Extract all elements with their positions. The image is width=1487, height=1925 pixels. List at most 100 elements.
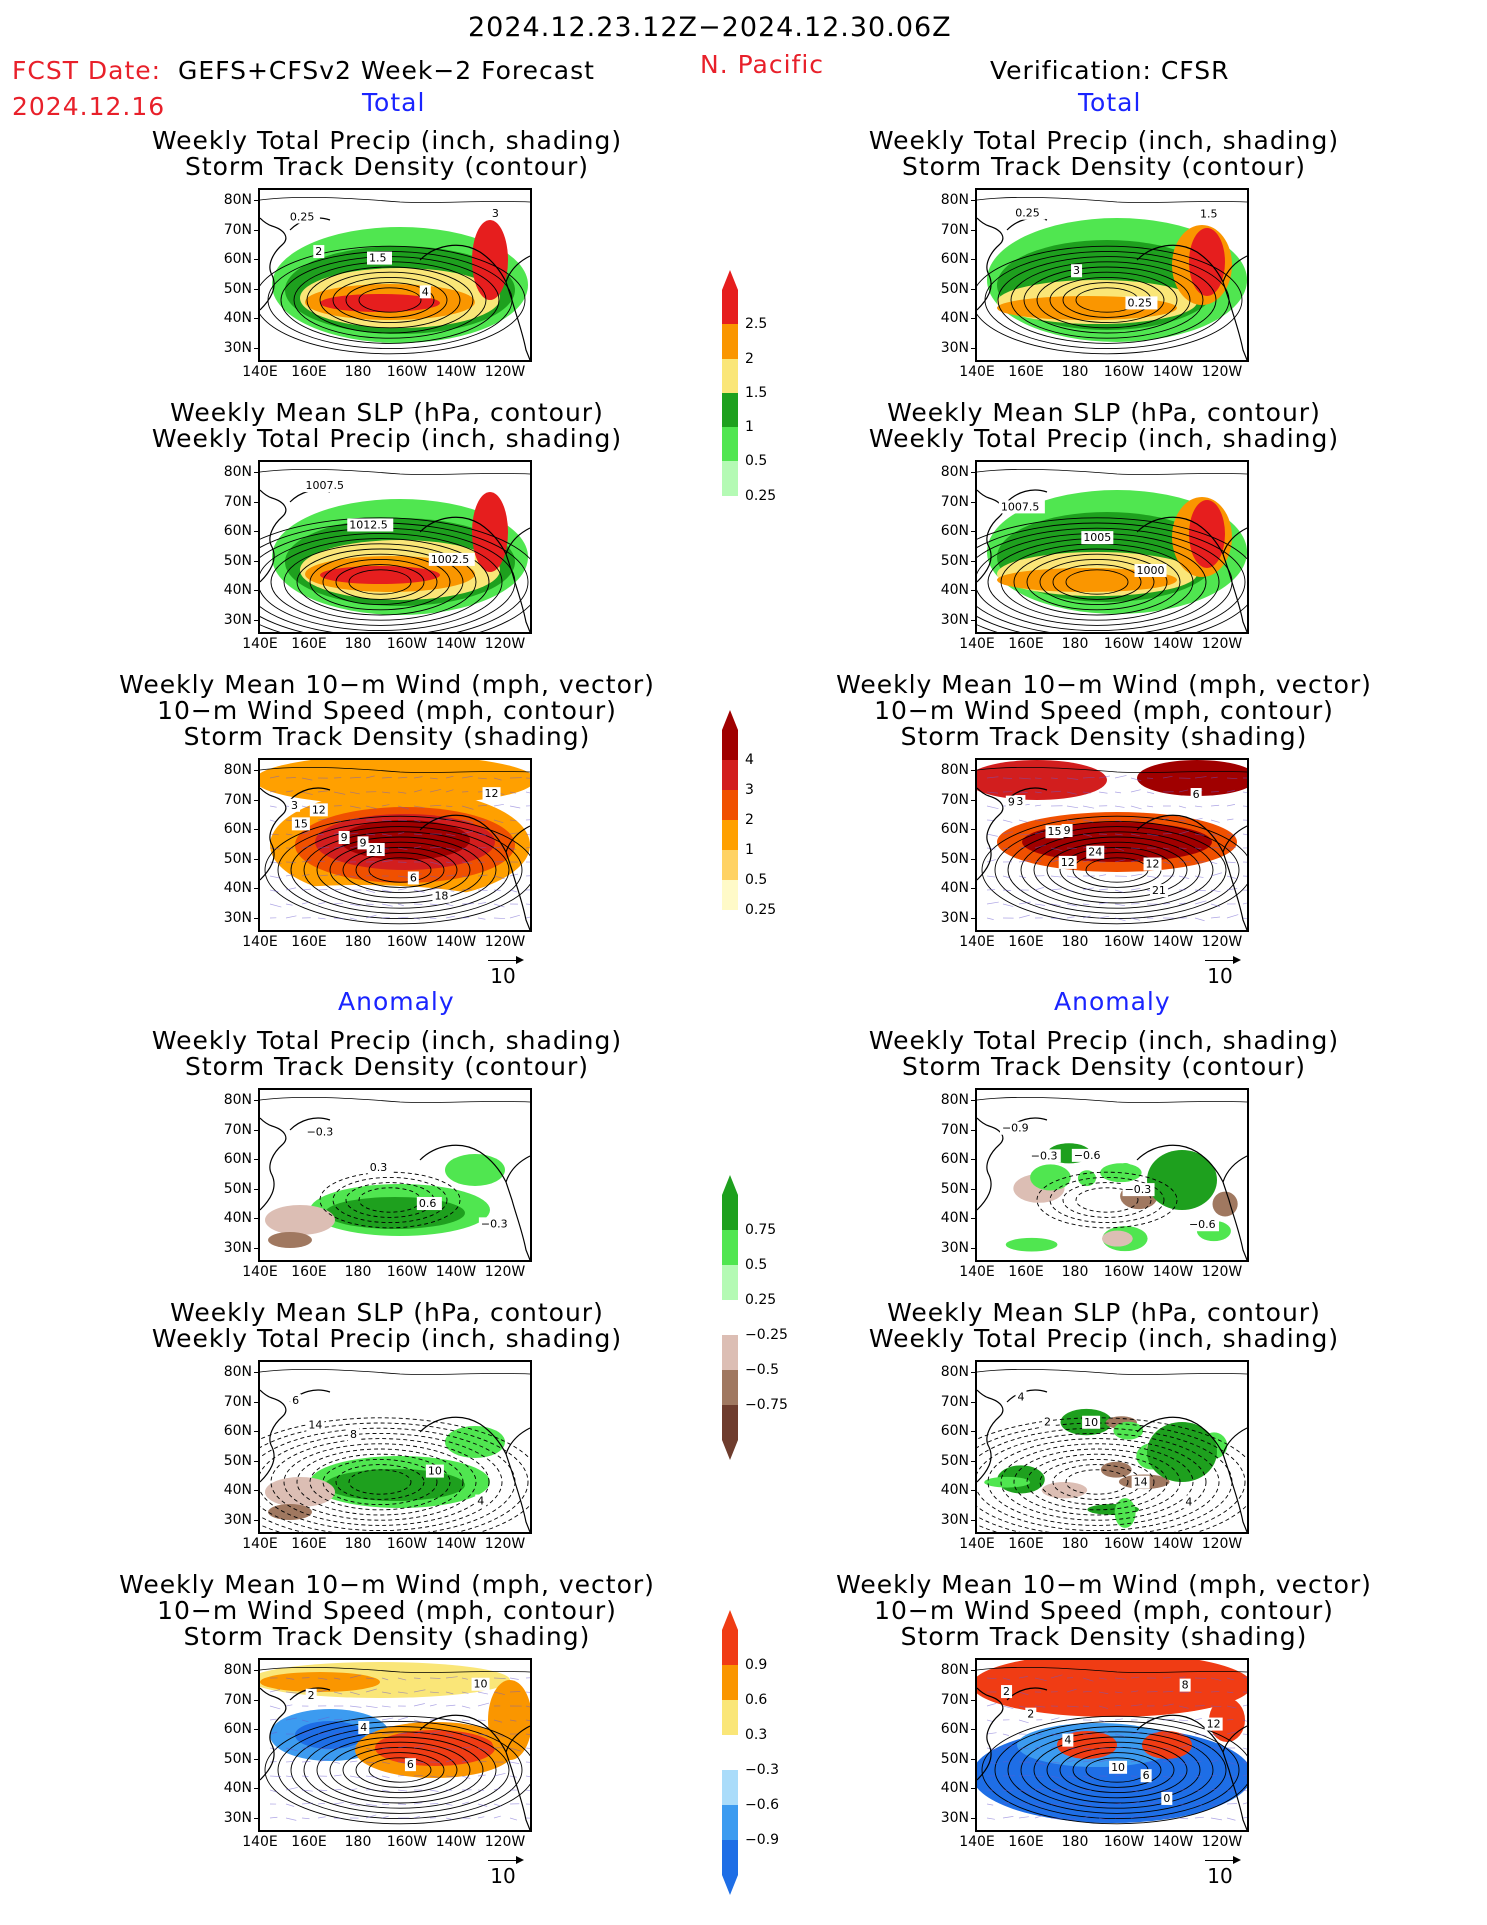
panel-title-line: Weekly Mean 10−m Wind (mph, vector) bbox=[119, 670, 655, 699]
wind-vector bbox=[429, 777, 438, 780]
wind-vector bbox=[477, 1789, 485, 1791]
wind-vector bbox=[1194, 1746, 1204, 1749]
wind-vector bbox=[445, 1733, 454, 1737]
contour-label: 4 bbox=[422, 285, 429, 298]
wind-vector bbox=[1130, 1801, 1140, 1805]
slp-contour bbox=[977, 1432, 1220, 1532]
wind-vector bbox=[1018, 1705, 1027, 1709]
colorbar-label: −0.25 bbox=[745, 1327, 788, 1343]
arctic-coastline bbox=[260, 469, 530, 475]
wind-vector bbox=[1050, 1775, 1062, 1779]
fcst-date-value: 2024.12.16 bbox=[12, 92, 166, 121]
wind-vector bbox=[1050, 847, 1063, 852]
lat-tick bbox=[254, 1817, 259, 1819]
colorbar-label: 0.5 bbox=[745, 1257, 768, 1273]
contour-label-bg bbox=[291, 817, 310, 831]
contour-label: 0.6 bbox=[419, 1197, 437, 1210]
lat-tick bbox=[254, 229, 259, 231]
vector-ref-arrowhead bbox=[516, 1856, 524, 1864]
contour-label: 10 bbox=[1084, 1416, 1098, 1429]
wind-vector bbox=[413, 1745, 425, 1749]
wind-vector bbox=[1034, 791, 1042, 794]
lat-tick bbox=[254, 1729, 259, 1730]
wind-vector bbox=[1114, 889, 1124, 893]
lat-tick bbox=[254, 288, 259, 290]
lat-tick-label: 60N bbox=[940, 1721, 969, 1737]
contour-label: 21 bbox=[1152, 884, 1166, 897]
lat-tick bbox=[254, 829, 259, 830]
wind-vector bbox=[1034, 1788, 1044, 1791]
north-america-coastline bbox=[419, 1144, 530, 1260]
wind-vector bbox=[525, 875, 530, 877]
wind-vector bbox=[397, 847, 408, 851]
wind-vector bbox=[349, 1733, 357, 1736]
wind-vector bbox=[429, 1803, 439, 1805]
panel-title-line: 10−m Wind Speed (mph, contour) bbox=[157, 1596, 617, 1625]
wind-vector bbox=[509, 889, 518, 893]
colorbar-segment bbox=[722, 392, 738, 428]
lat-tick bbox=[254, 1519, 259, 1521]
wind-vector bbox=[477, 1774, 486, 1777]
lat-tick-label: 30N bbox=[940, 1809, 969, 1826]
wind-vector bbox=[333, 1718, 343, 1721]
lat-tick bbox=[254, 799, 259, 801]
region-label: N. Pacific bbox=[700, 50, 825, 79]
lat-tick-label: 30N bbox=[223, 339, 252, 356]
wind-vector bbox=[301, 874, 310, 877]
wind-vector bbox=[1194, 776, 1207, 779]
contour-label: −0.9 bbox=[1002, 1122, 1029, 1135]
wind-vector bbox=[509, 914, 521, 919]
lon-tick-label: 180 bbox=[1061, 934, 1089, 950]
contour-label-bg bbox=[1025, 1707, 1037, 1721]
lat-tick bbox=[971, 501, 976, 503]
lat-tick bbox=[254, 888, 259, 889]
contour-label: 4 bbox=[360, 1721, 367, 1734]
lon-tick-label: 140E bbox=[959, 1834, 995, 1850]
wind-vector bbox=[413, 789, 423, 793]
panel-title-line: Storm Track Density (shading) bbox=[183, 1622, 591, 1651]
contour-label: 14 bbox=[308, 1419, 322, 1432]
wind-vector bbox=[285, 1817, 297, 1821]
slp-contour bbox=[260, 1417, 530, 1532]
wind-vector bbox=[1002, 1733, 1009, 1736]
wind-vector bbox=[509, 1677, 519, 1680]
contour-label-bg bbox=[306, 1418, 325, 1432]
wind-vector bbox=[1130, 873, 1143, 877]
wind-vector bbox=[1242, 1677, 1247, 1679]
lat-tick bbox=[254, 200, 259, 201]
lat-tick-label: 50N bbox=[223, 1180, 252, 1197]
wind-vector bbox=[1050, 903, 1061, 906]
wind-vector bbox=[381, 1677, 389, 1681]
lon-tick-label: 140W bbox=[1152, 1536, 1194, 1552]
wind-vector bbox=[1018, 875, 1026, 879]
contour-label-bg bbox=[1109, 1760, 1128, 1774]
wind-vector bbox=[317, 1732, 329, 1735]
lon-tick-label: 140W bbox=[1152, 1834, 1194, 1850]
lat-tick-label: 70N bbox=[940, 1121, 969, 1138]
lat-tick-label: 50N bbox=[940, 280, 969, 297]
wind-vector bbox=[1098, 1719, 1106, 1723]
wind-vector bbox=[461, 805, 474, 810]
contour-label-bg bbox=[1028, 1149, 1061, 1163]
wind-vector bbox=[509, 1691, 521, 1693]
slp-contour bbox=[309, 1453, 451, 1511]
wind-speed-contour bbox=[355, 852, 445, 888]
wind-vector bbox=[1002, 1816, 1014, 1819]
wind-vector bbox=[365, 1814, 377, 1819]
panel-title-line: Weekly Total Precip (inch, shading) bbox=[151, 1026, 623, 1055]
wind-vector bbox=[1082, 915, 1091, 919]
arctic-coastline bbox=[977, 767, 1247, 773]
contour-label-bg bbox=[1197, 207, 1223, 221]
lon-tick-label: 160E bbox=[1008, 636, 1044, 652]
map-panel-f-anom-wind_storm: 2 4 6 10 bbox=[258, 1658, 532, 1832]
wind-vector bbox=[269, 819, 277, 823]
lat-tick bbox=[971, 560, 976, 562]
wind-vector bbox=[509, 805, 521, 809]
lat-tick bbox=[971, 1460, 976, 1462]
wind-vector bbox=[986, 1803, 994, 1806]
contour-label-bg bbox=[1062, 1733, 1074, 1747]
wind-vector bbox=[1066, 791, 1077, 795]
wind-vector bbox=[1146, 875, 1159, 879]
wind-vector bbox=[1130, 789, 1141, 793]
